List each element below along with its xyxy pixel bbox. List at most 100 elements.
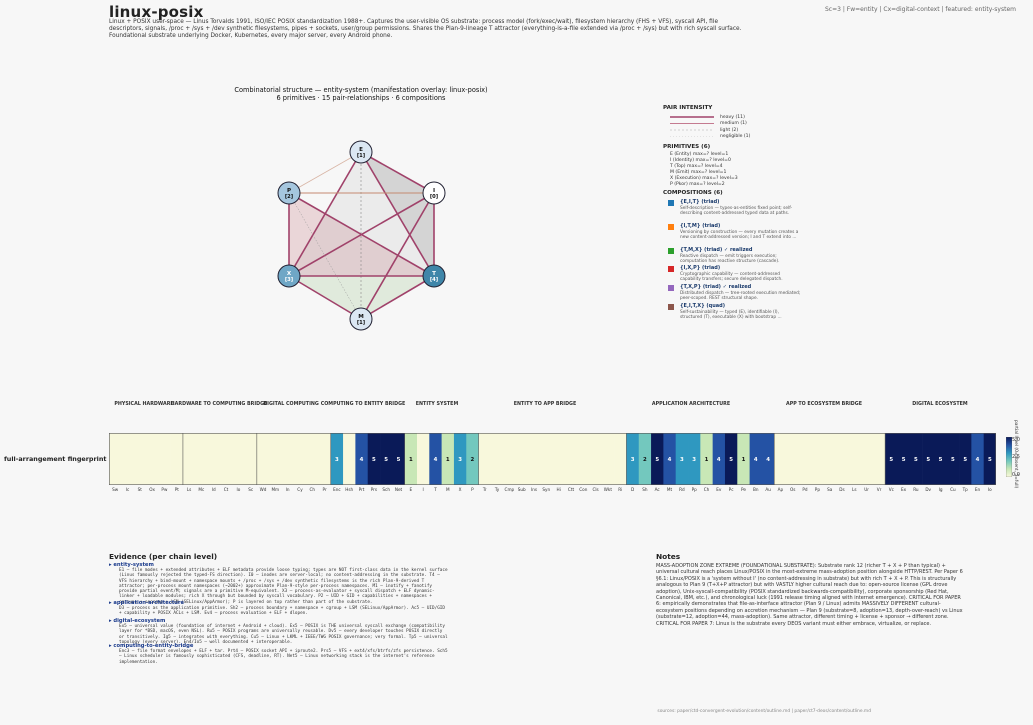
heatmap-cell xyxy=(885,433,898,485)
heatmap-cell xyxy=(712,433,726,485)
composition-swatch xyxy=(668,224,674,230)
band-label: DIGITAL COMPUTING xyxy=(263,402,319,407)
composition-swatch xyxy=(668,304,674,310)
heatmap-cell xyxy=(232,433,245,485)
heatmap-cell xyxy=(798,433,812,485)
node-e-circle xyxy=(349,140,373,164)
heatmap-x-label: Sh xyxy=(642,487,648,492)
heatmap-cell xyxy=(318,433,332,485)
heatmap-border xyxy=(109,433,996,485)
heatmap-cell xyxy=(909,433,923,485)
heatmap-cell xyxy=(293,433,307,485)
heatmap-cell-value: 5 xyxy=(951,457,955,463)
heatmap-cell-value: 1 xyxy=(409,457,413,463)
heatmap-cell-value: 3 xyxy=(680,457,684,463)
evidence-item: ▸ application-architecture D3 — process … xyxy=(109,600,449,617)
region-tmx xyxy=(289,276,434,319)
graph-title: Combinatorial structure — entity-system … xyxy=(200,86,522,102)
edge-e-i xyxy=(360,151,435,194)
heatmap-cell-value: 5 xyxy=(902,457,906,463)
heatmap-cell xyxy=(133,433,147,485)
composition-desc: Cryptographic capability — content-addre… xyxy=(680,272,783,282)
heatmap-cell xyxy=(934,433,948,485)
heatmap-x-label: Ev xyxy=(716,487,722,492)
heatmap-x-label: Vc xyxy=(888,487,894,492)
heatmap-cell xyxy=(663,433,676,485)
pair-edges xyxy=(288,151,435,320)
heatmap-cell xyxy=(158,433,171,485)
heatmap-cell-value: 3 xyxy=(458,457,462,463)
pair-medium-label: medium (1) xyxy=(720,121,747,126)
heatmap-x-label: Id xyxy=(211,487,216,492)
heatmap-cell xyxy=(675,433,689,485)
heatmap-cell xyxy=(170,433,184,485)
heatmap-x-label: Ch xyxy=(309,487,316,492)
heatmap-cell-value: 5 xyxy=(988,457,992,463)
evidence-title: Evidence (per chain level) xyxy=(109,552,218,561)
heatmap-x-label: Ty xyxy=(494,487,500,492)
heatmap-cell-value: 3 xyxy=(335,457,339,463)
heatmap-cell xyxy=(614,433,627,485)
evidence-item: ▸ entity-system E1 — file modes + extend… xyxy=(109,562,449,605)
heatmap-cell xyxy=(786,433,800,485)
evidence-head: ▸ entity-system xyxy=(109,562,154,568)
node-t[interactable]: T [4] xyxy=(422,264,446,288)
evidence-head: ▸ application-architecture xyxy=(109,600,185,606)
primitive-nodes: E [1] I [0] T [4] M [1] X [3] P [2] xyxy=(277,140,446,331)
node-i[interactable]: I [0] xyxy=(422,181,446,205)
node-m[interactable]: M [1] xyxy=(349,307,373,331)
heatmap-cell xyxy=(281,433,295,485)
heatmap-cell xyxy=(577,433,590,485)
heatmap-x-label: X xyxy=(458,487,462,492)
heatmap-x-label: Hi xyxy=(556,487,561,492)
heatmap-x-label: Pp xyxy=(814,487,820,492)
heatmap-x-label: Ls xyxy=(852,487,857,492)
composition-regions xyxy=(289,152,434,319)
heatmap-cell xyxy=(527,433,541,485)
heatmap-x-label: Tp xyxy=(962,487,968,492)
heatmap-x-label: Ru xyxy=(913,487,919,492)
heatmap-x-label: Mc xyxy=(198,487,205,492)
heatmap-x-label: En xyxy=(974,487,981,492)
heatmap-x-label: Cmp xyxy=(504,487,515,492)
heatmap-cell xyxy=(564,433,578,485)
heatmap-x-label: Io xyxy=(987,487,992,492)
pair-intensity-title: PAIR INTENSITY xyxy=(663,105,713,111)
heatmap-cell-value: 4 xyxy=(360,457,364,463)
heatmap-x-label: Sw xyxy=(112,487,119,492)
composition-desc: Reactive dispatch — emit triggers execut… xyxy=(680,254,780,264)
heatmap-x-label: Sub xyxy=(517,487,526,492)
heatmap-cell xyxy=(466,433,479,485)
heatmap-cell xyxy=(244,433,258,485)
notes-title: Notes xyxy=(656,552,681,561)
node-p-label: P xyxy=(287,188,291,194)
fingerprint-row-label: full-arrangement fingerprint xyxy=(4,455,107,463)
composition-swatch xyxy=(668,285,674,291)
heatmap-cell-value: 5 xyxy=(655,457,659,463)
colorbar-tick: 2.5 xyxy=(1012,454,1020,460)
primitive-x: X (Execution) max=? level=3 xyxy=(670,176,738,181)
band-label: DIGITAL ECOSYSTEM xyxy=(912,402,968,407)
heatmap-x-label: Ic xyxy=(125,487,130,492)
heatmap-x-label: Sc xyxy=(248,487,254,492)
heatmap-x-label: Ex xyxy=(901,487,907,492)
heatmap-cell-value: 4 xyxy=(766,457,770,463)
heatmap-cell xyxy=(922,433,935,485)
heatmap-cell xyxy=(688,433,701,485)
node-e[interactable]: E [1] xyxy=(349,140,373,164)
evidence-body: D3 — process as the application primitiv… xyxy=(119,606,448,617)
node-p-level: [2] xyxy=(285,194,293,200)
region-eit xyxy=(289,152,434,276)
node-p[interactable]: P [2] xyxy=(277,181,301,205)
composition-desc: Versioning by construction — every mutat… xyxy=(680,230,799,240)
graph-title-line1: Combinatorial structure — entity-system … xyxy=(234,86,488,94)
heatmap-cell-value: 3 xyxy=(631,457,635,463)
heatmap-x-label: Prt xyxy=(358,487,365,492)
node-x[interactable]: X [3] xyxy=(277,264,301,288)
graph-title-line2: 6 primitives · 15 pair-relationships · 6… xyxy=(276,94,446,102)
footer-sources: sources: paper/ctd-convergent-evolution/… xyxy=(657,709,871,714)
heatmap-cell xyxy=(441,433,455,485)
heatmap-x-label: Mt xyxy=(666,487,673,492)
edge-t-m xyxy=(360,275,435,320)
evidence-head: ▸ computing-to-entity-bridge xyxy=(109,643,194,649)
